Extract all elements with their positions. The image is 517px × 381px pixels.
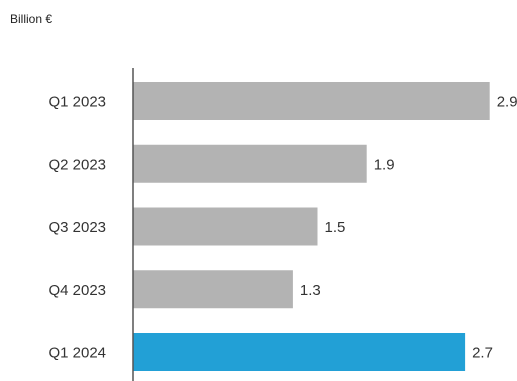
bar-q2-2023 xyxy=(133,144,367,183)
bar-q4-2023 xyxy=(133,270,293,309)
value-label: 2.7 xyxy=(472,345,493,362)
bar-q1-2023 xyxy=(133,82,490,120)
value-label: 1.9 xyxy=(374,156,395,173)
category-label: Q1 2024 xyxy=(48,345,106,362)
category-label: Q3 2023 xyxy=(48,219,106,236)
category-label: Q1 2023 xyxy=(48,94,106,111)
unit-label: Billion € xyxy=(10,12,52,26)
bars-group: Q1 2023 2.9 Q2 2023 1.9 Q3 2023 1.5 Q4 2023 1.3… xyxy=(48,82,517,371)
category-label: Q2 2023 xyxy=(48,156,106,173)
bar-q3-2023 xyxy=(133,207,318,246)
value-label: 1.5 xyxy=(325,219,346,236)
value-label: 2.9 xyxy=(497,94,517,111)
value-label: 1.3 xyxy=(300,282,321,299)
category-label: Q4 2023 xyxy=(48,282,106,299)
bar-q1-2024 xyxy=(133,333,466,371)
